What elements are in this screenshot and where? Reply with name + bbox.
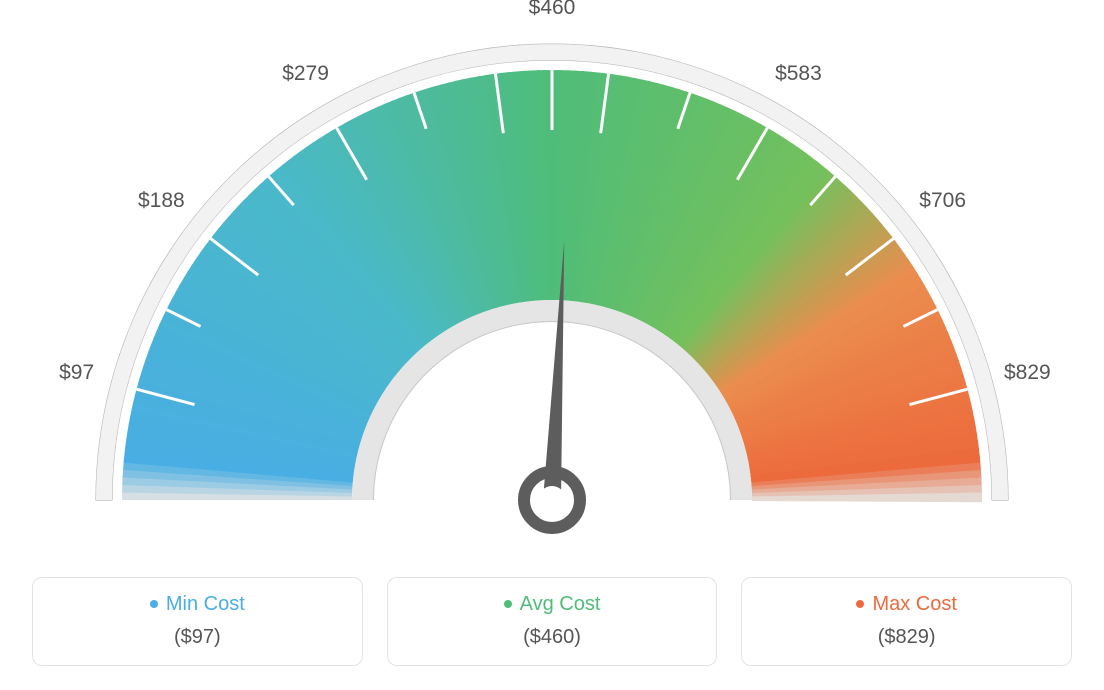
legend-label: Max Cost: [872, 592, 956, 616]
legend-title-min: Min Cost: [150, 592, 245, 616]
dot-icon: [856, 600, 864, 608]
cost-gauge-infographic: $97 $188 $279 $460 $583 $706 $829 Min Cost ($9…: [0, 0, 1104, 690]
dot-icon: [504, 600, 512, 608]
gauge-tick-label: $829: [1004, 361, 1051, 385]
gauge-area: $97 $188 $279 $460 $583 $706 $829: [0, 0, 1104, 560]
legend-title-avg: Avg Cost: [504, 592, 601, 616]
gauge-tick-label: $279: [282, 62, 329, 86]
legend-value: ($460): [396, 626, 709, 649]
gauge-svg: [0, 0, 1104, 560]
legend-title-max: Max Cost: [856, 592, 956, 616]
legend-box-max: Max Cost ($829): [741, 577, 1072, 666]
gauge-tick-label: $97: [59, 361, 94, 385]
legend-row: Min Cost ($97) Avg Cost ($460) Max Cost …: [32, 577, 1072, 666]
legend-value: ($97): [41, 626, 354, 649]
gauge-tick-label: $706: [919, 189, 966, 213]
gauge-tick-label: $460: [529, 0, 576, 20]
legend-value: ($829): [750, 626, 1063, 649]
legend-box-min: Min Cost ($97): [32, 577, 363, 666]
legend-label: Avg Cost: [520, 592, 601, 616]
dot-icon: [150, 600, 158, 608]
gauge-tick-label: $583: [775, 62, 822, 86]
gauge-tick-label: $188: [138, 189, 185, 213]
legend-box-avg: Avg Cost ($460): [387, 577, 718, 666]
legend-label: Min Cost: [166, 592, 245, 616]
